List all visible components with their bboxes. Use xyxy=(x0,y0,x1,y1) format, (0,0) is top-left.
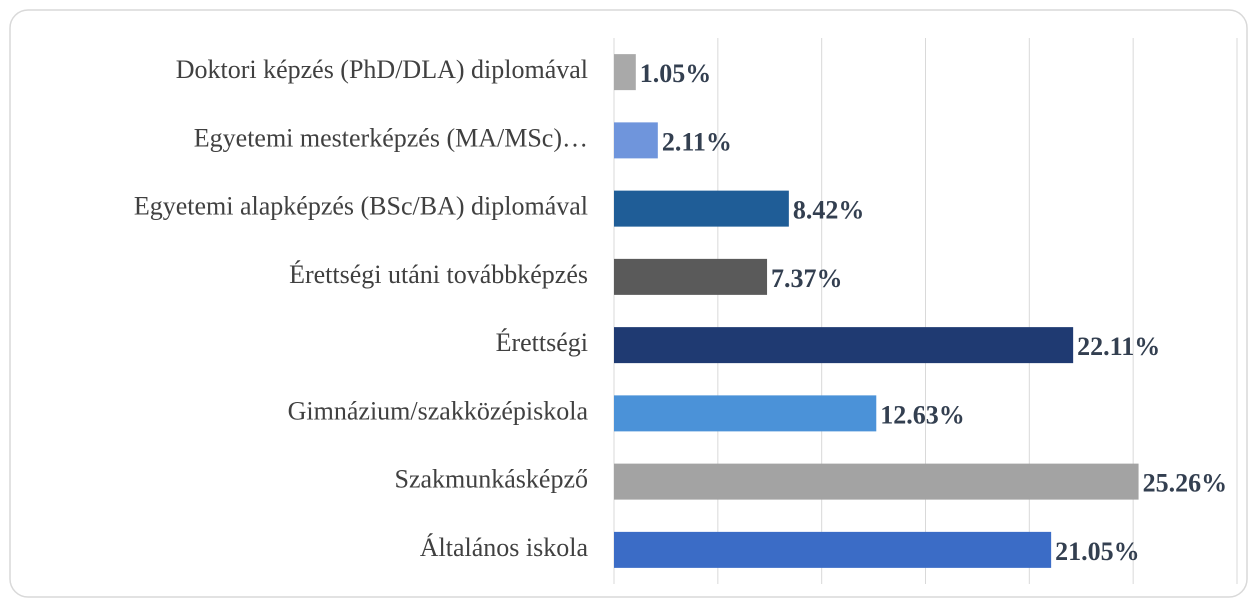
y-tick-label: Szakmunkásképző xyxy=(394,465,588,494)
value-label: 12.63% xyxy=(880,400,965,429)
y-tick-label: Általános iskola xyxy=(420,533,589,562)
value-label: 2.11% xyxy=(662,127,732,156)
y-tick-label: Érettségi utáni továbbképzés xyxy=(289,260,588,289)
bar xyxy=(614,258,768,295)
bar xyxy=(614,327,1074,364)
value-label: 22.11% xyxy=(1077,332,1160,361)
value-label: 8.42% xyxy=(793,196,865,225)
y-tick-label: Egyetemi alapképzés (BSc/BA) diplomával xyxy=(134,192,588,221)
bar xyxy=(614,395,877,432)
bar xyxy=(614,122,658,159)
y-tick-label: Egyetemi mesterképzés (MA/MSc)… xyxy=(194,123,588,152)
y-tick-label: Gimnázium/szakközépiskola xyxy=(288,396,589,425)
bar xyxy=(614,531,1052,568)
value-label: 7.37% xyxy=(771,264,843,293)
bar xyxy=(614,54,636,91)
bar xyxy=(614,463,1139,500)
bar xyxy=(614,190,789,227)
chart-frame xyxy=(9,9,1248,598)
y-tick-label: Doktori képzés (PhD/DLA) diplomával xyxy=(176,55,588,84)
value-label: 21.05% xyxy=(1055,537,1140,566)
value-label: 1.05% xyxy=(640,59,712,88)
value-label: 25.26% xyxy=(1143,469,1228,498)
y-tick-label: Érettségi xyxy=(496,328,588,357)
